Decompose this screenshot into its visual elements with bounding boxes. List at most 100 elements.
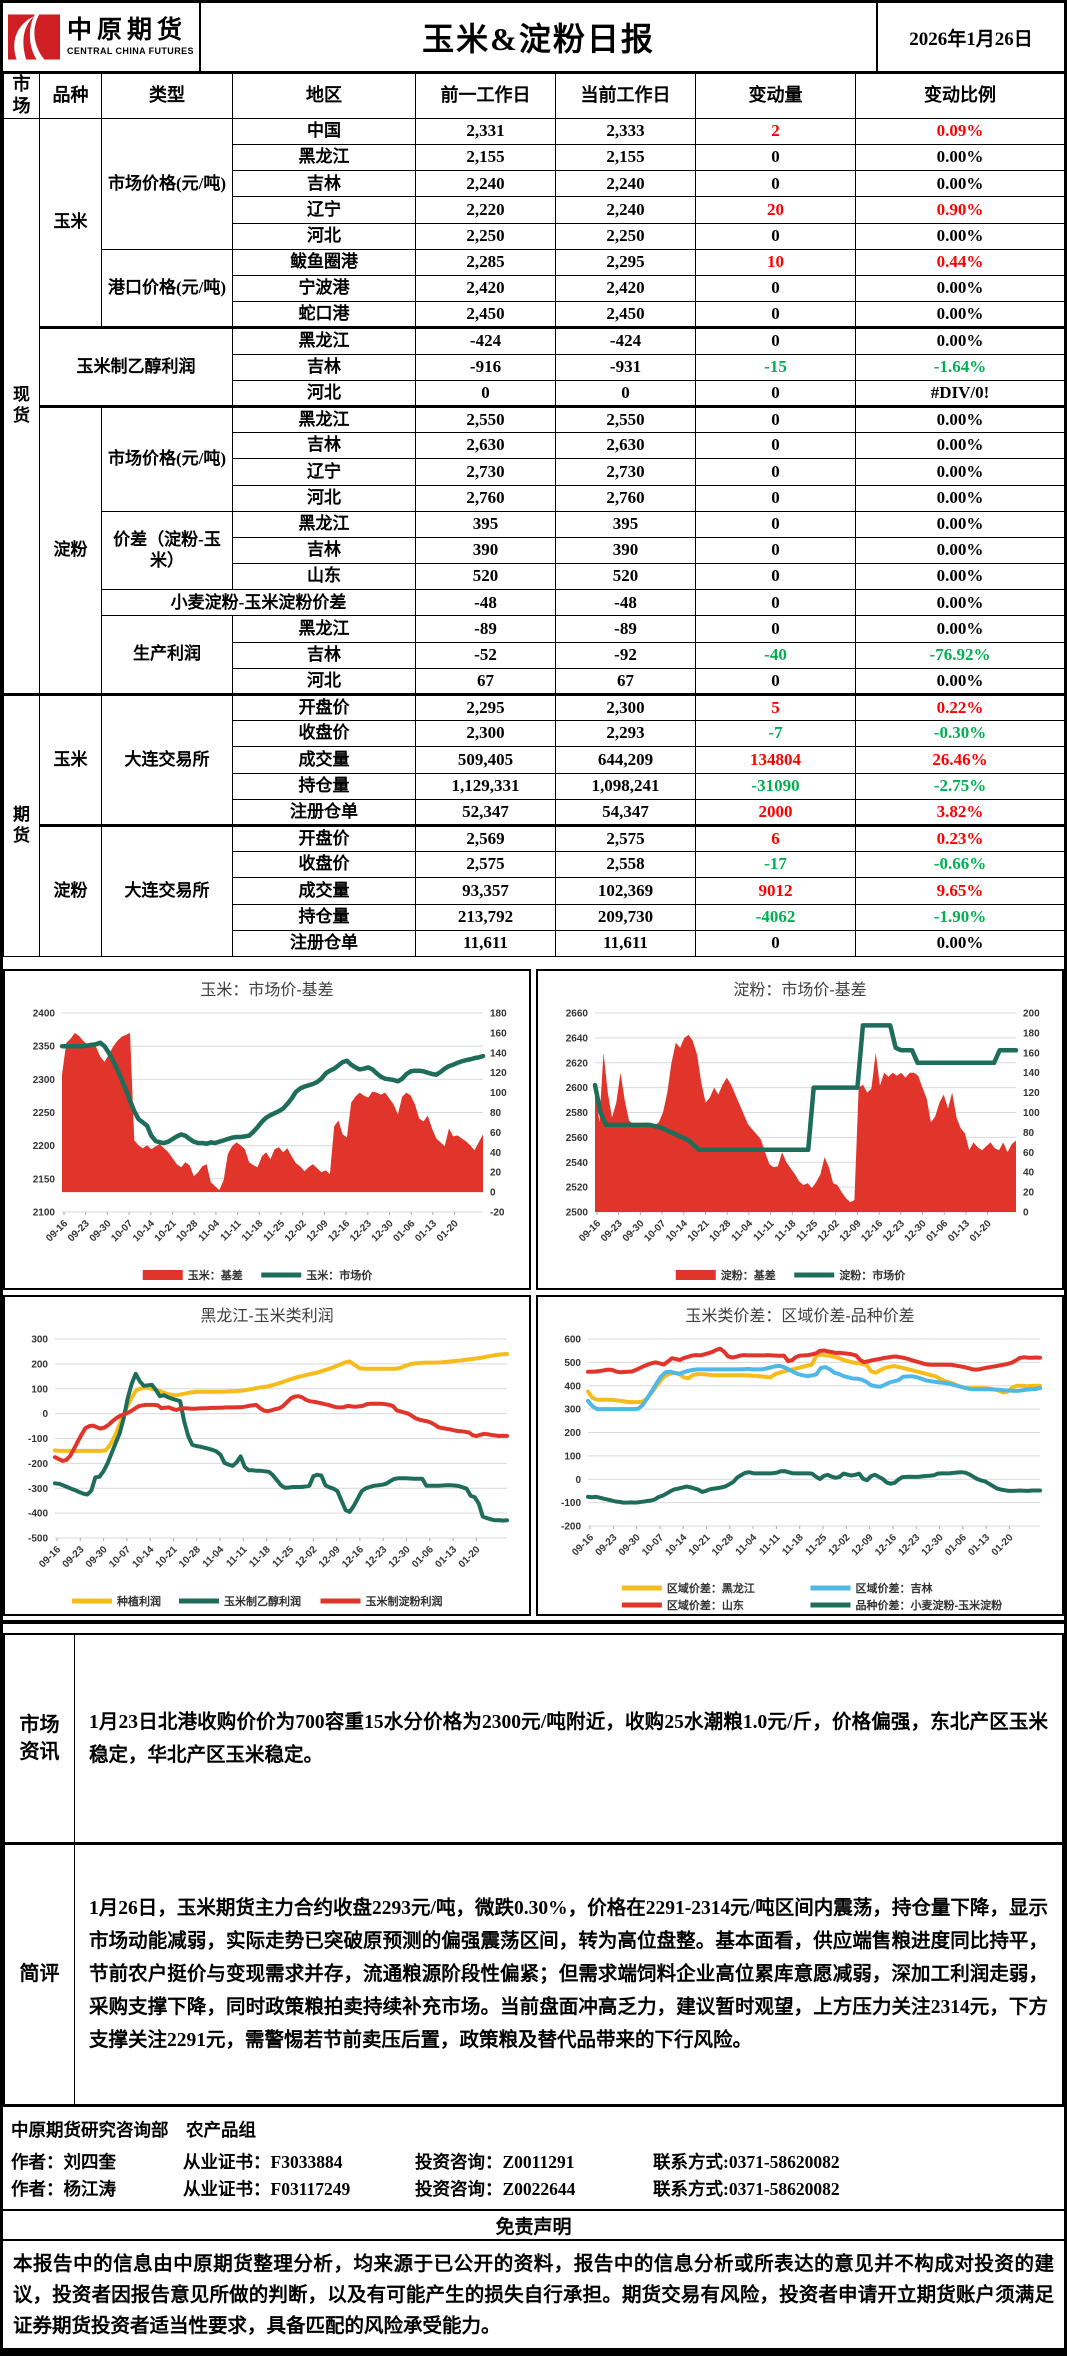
svg-text:180: 180 — [490, 1009, 507, 1020]
market-news-section: 市场资讯 1月23日北港收购价价为700容重15水分价格为2300元/吨附近，收… — [3, 1633, 1064, 1845]
change-cell: 5 — [695, 693, 856, 722]
table-cell: 吉林 — [232, 432, 416, 460]
svg-text:淀粉：市场价: 淀粉：市场价 — [839, 1268, 906, 1282]
table-cell: 2,285 — [415, 248, 556, 277]
table-cell: 大连交易所 — [101, 693, 233, 826]
table-cell: 辽宁 — [232, 196, 416, 224]
table-cell: 0 — [695, 275, 856, 303]
table-cell: 大连交易所 — [101, 823, 233, 958]
table-cell: 11,611 — [555, 929, 696, 958]
svg-text:区域价差：吉林: 区域价差：吉林 — [855, 1581, 932, 1595]
svg-text:20: 20 — [490, 1168, 502, 1179]
svg-text:11-25: 11-25 — [795, 1218, 821, 1244]
svg-text:01-06: 01-06 — [943, 1532, 969, 1558]
table-cell: 价差（淀粉-玉米） — [101, 510, 233, 591]
section-divider — [3, 1620, 1064, 1624]
svg-text:2200: 2200 — [33, 1141, 56, 1152]
svg-text:2660: 2660 — [566, 1009, 589, 1020]
market-data-table: 市场 品种 类型 地区 前一工作日 当前工作日 变动量 变动比例 现货 玉米 市场价格(元/吨) 中… — [3, 73, 1064, 958]
table-row: 山东 520 520 0 0.00% — [4, 563, 1064, 591]
table-cell: 2,295 — [415, 693, 556, 722]
svg-text:09-23: 09-23 — [594, 1532, 620, 1558]
svg-text:01-20: 01-20 — [968, 1218, 994, 1244]
svg-text:12-02: 12-02 — [294, 1544, 320, 1570]
svg-text:11-04: 11-04 — [201, 1544, 227, 1570]
table-cell: 2,295 — [555, 248, 696, 277]
table-cell: -89 — [555, 615, 696, 643]
svg-text:10-21: 10-21 — [687, 1532, 713, 1558]
section-label-market-news: 市场资讯 — [5, 1635, 75, 1842]
svg-text:40: 40 — [490, 1148, 502, 1159]
svg-text:淀粉：市场价-基差: 淀粉：市场价-基差 — [733, 981, 866, 999]
svg-text:11-18: 11-18 — [240, 1218, 266, 1244]
report-title: 玉米&淀粉日报 — [422, 21, 655, 57]
table-cell: 509,405 — [415, 746, 556, 774]
svg-text:2250: 2250 — [33, 1108, 56, 1119]
svg-text:-100: -100 — [561, 1498, 581, 1509]
table-cell: 54,347 — [555, 798, 696, 826]
company-name-en: CENTRAL CHINA FUTURES — [67, 46, 194, 56]
svg-text:种植利润: 种植利润 — [116, 1594, 161, 1608]
svg-text:12-16: 12-16 — [340, 1544, 366, 1570]
table-row: 黑龙江 2,155 2,155 0 0.00% — [4, 144, 1064, 172]
svg-text:20: 20 — [1023, 1188, 1035, 1199]
table-cell: 0.00% — [855, 536, 1064, 565]
svg-text:2560: 2560 — [566, 1133, 589, 1144]
table-cell: 93,357 — [415, 877, 556, 905]
table-row: 注册仓单 11,611 11,611 0 0.00% — [4, 929, 1064, 958]
svg-text:10-28: 10-28 — [707, 1218, 733, 1244]
svg-text:11-11: 11-11 — [219, 1218, 244, 1243]
svg-text:11-11: 11-11 — [752, 1218, 777, 1243]
svg-text:0: 0 — [575, 1475, 581, 1486]
table-row: 吉林 -916 -931 -15 -1.64% — [4, 353, 1064, 381]
authors-block: 中原期货研究咨询部 农产品组 作者：刘四奎 从业证书：F3033884 投资咨询：Z… — [3, 2107, 1064, 2211]
table-row: 现货 玉米 市场价格(元/吨) 中国 2,331 2,333 2 0.09% — [3, 117, 1064, 696]
chart-corn-spreads: -200 -100 0 100 200 300 400 500 600 09-16 09-23 09-… — [536, 1295, 1064, 1616]
table-cell: 收盘价 — [232, 720, 416, 748]
svg-text:区域价差：山东: 区域价差：山东 — [667, 1598, 744, 1612]
table-cell: 0.00% — [855, 563, 1064, 591]
table-row: 期货 玉米 大连交易所 开盘价 2,295 2,300 5 0.22% — [3, 693, 1064, 957]
department-line: 中原期货研究咨询部 农产品组 — [11, 2120, 256, 2140]
svg-text:01-13: 01-13 — [433, 1544, 459, 1570]
table-cell: 淀粉 — [39, 404, 102, 696]
change-cell: 0.23% — [855, 823, 1064, 853]
svg-text:11-18: 11-18 — [247, 1544, 273, 1570]
svg-text:10-07: 10-07 — [640, 1532, 666, 1558]
table-cell: 644,209 — [555, 746, 696, 774]
table-cell: 2,240 — [555, 196, 696, 224]
change-cell: -15 — [695, 353, 856, 381]
table-row: 玉米制乙醇利润 黑龙江 -424 -424 0 0.00% — [4, 326, 1064, 407]
svg-text:12-23: 12-23 — [896, 1532, 922, 1558]
svg-text:300: 300 — [564, 1405, 581, 1416]
table-cell: 390 — [415, 536, 556, 565]
charts-grid: 2100 2150 2200 2250 2300 2350 2400 -20 0 20 40 60 80… — [3, 969, 1064, 1616]
table-cell: 520 — [555, 563, 696, 591]
table-cell: 注册仓单 — [232, 798, 416, 826]
table-row: 价差（淀粉-玉米） 黑龙江 395 395 0 0.00% — [4, 510, 1064, 591]
report-header: 中原期货 CENTRAL CHINA FUTURES 玉米&淀粉日报 2026年… — [3, 3, 1064, 73]
change-cell: 20 — [695, 196, 856, 224]
table-cell: 0.00% — [855, 404, 1064, 434]
table-cell: 2,300 — [555, 693, 696, 722]
svg-text:200: 200 — [564, 1428, 581, 1439]
column-header: 类型 — [101, 73, 233, 119]
svg-text:品种价差：小麦淀粉-玉米淀粉: 品种价差：小麦淀粉-玉米淀粉 — [855, 1598, 1002, 1612]
table-cell: 0.00% — [855, 615, 1064, 643]
change-cell: -0.30% — [855, 720, 1064, 748]
table-cell: -424 — [555, 326, 696, 355]
table-row: 生产利润 黑龙江 -89 -89 0 0.00% — [4, 615, 1064, 696]
table-cell: 黑龙江 — [232, 404, 416, 434]
table-cell: 0.00% — [855, 326, 1064, 355]
svg-text:12-23: 12-23 — [881, 1218, 907, 1244]
table-cell: 0 — [695, 326, 856, 355]
table-cell: 河北 — [232, 667, 416, 696]
svg-text:200: 200 — [31, 1359, 48, 1370]
table-cell: 宁波港 — [232, 275, 416, 303]
table-cell: 0 — [695, 432, 856, 460]
column-header: 品种 — [39, 73, 102, 119]
table-cell: 390 — [555, 536, 696, 565]
table-cell: 成交量 — [232, 746, 416, 774]
change-cell: -76.92% — [855, 641, 1064, 669]
table-cell: 2,569 — [415, 823, 556, 853]
